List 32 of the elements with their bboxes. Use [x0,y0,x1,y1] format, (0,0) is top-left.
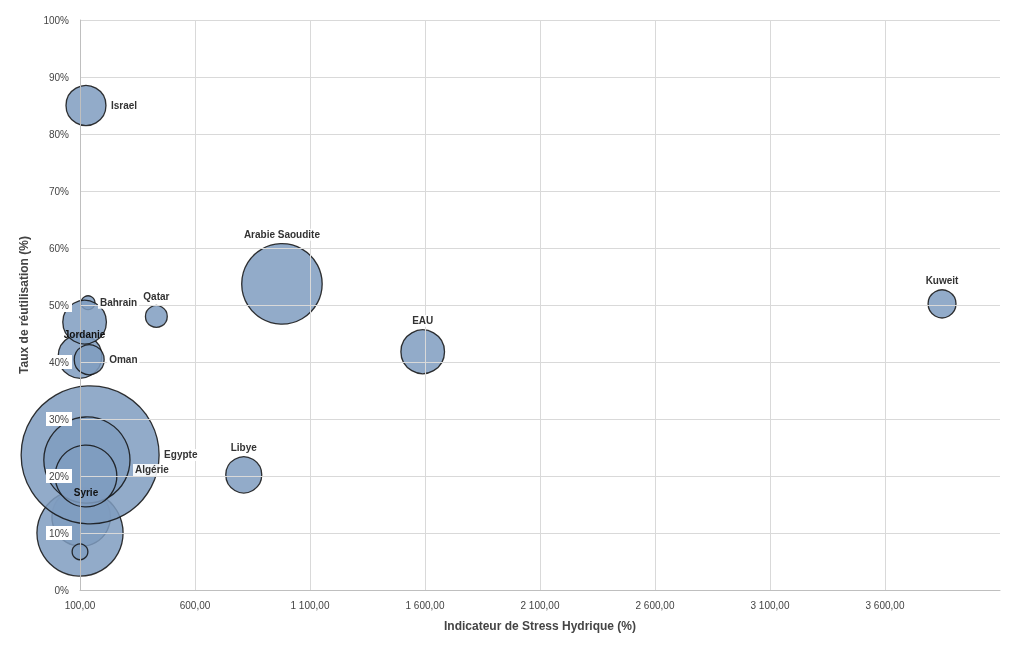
x-tick-label: 1 600,00 [405,599,445,611]
series-label: EAU [412,315,434,327]
series-label: Qatar [143,290,170,302]
y-tick-label: 30% [48,413,70,425]
y-tick-label: 20% [48,470,70,482]
series-label: Israel [110,100,138,111]
x-tick-label: 3 600,00 [865,599,905,611]
y-tick-label: 70% [48,185,70,197]
y-axis-title: Taux de réutilisation (%) [16,236,31,374]
series-label: Egypte [164,449,198,461]
y-tick-label: 80% [48,128,70,140]
x-tick-label: 100,00 [64,599,96,611]
y-tick-label: 90% [48,71,70,83]
y-tick-label: 60% [48,242,70,254]
series-label: Syrie [73,487,99,499]
y-tick-label: 0% [54,584,70,596]
series-label: Algérie [134,464,170,476]
x-tick-label: 2 100,00 [520,599,560,611]
y-tick-label: 10% [48,527,70,539]
series-label: Libye [230,442,258,454]
series-label: Arabie Saoudite [243,229,321,241]
x-tick-label: 600,00 [179,599,211,611]
x-tick-label: 1 100,00 [290,599,330,611]
series-label: Kuweit [925,275,960,287]
x-tick-label: 2 600,00 [635,599,675,611]
series-label: Oman [109,354,138,366]
y-tick-label: 50% [48,299,70,311]
x-axis-title: Indicateur de Stress Hydrique (%) [443,619,637,633]
y-tick-label: 40% [48,356,70,368]
y-tick-label: 100% [43,14,70,26]
x-tick-label: 3 100,00 [750,599,790,611]
series-label: Bahrain [99,297,138,309]
